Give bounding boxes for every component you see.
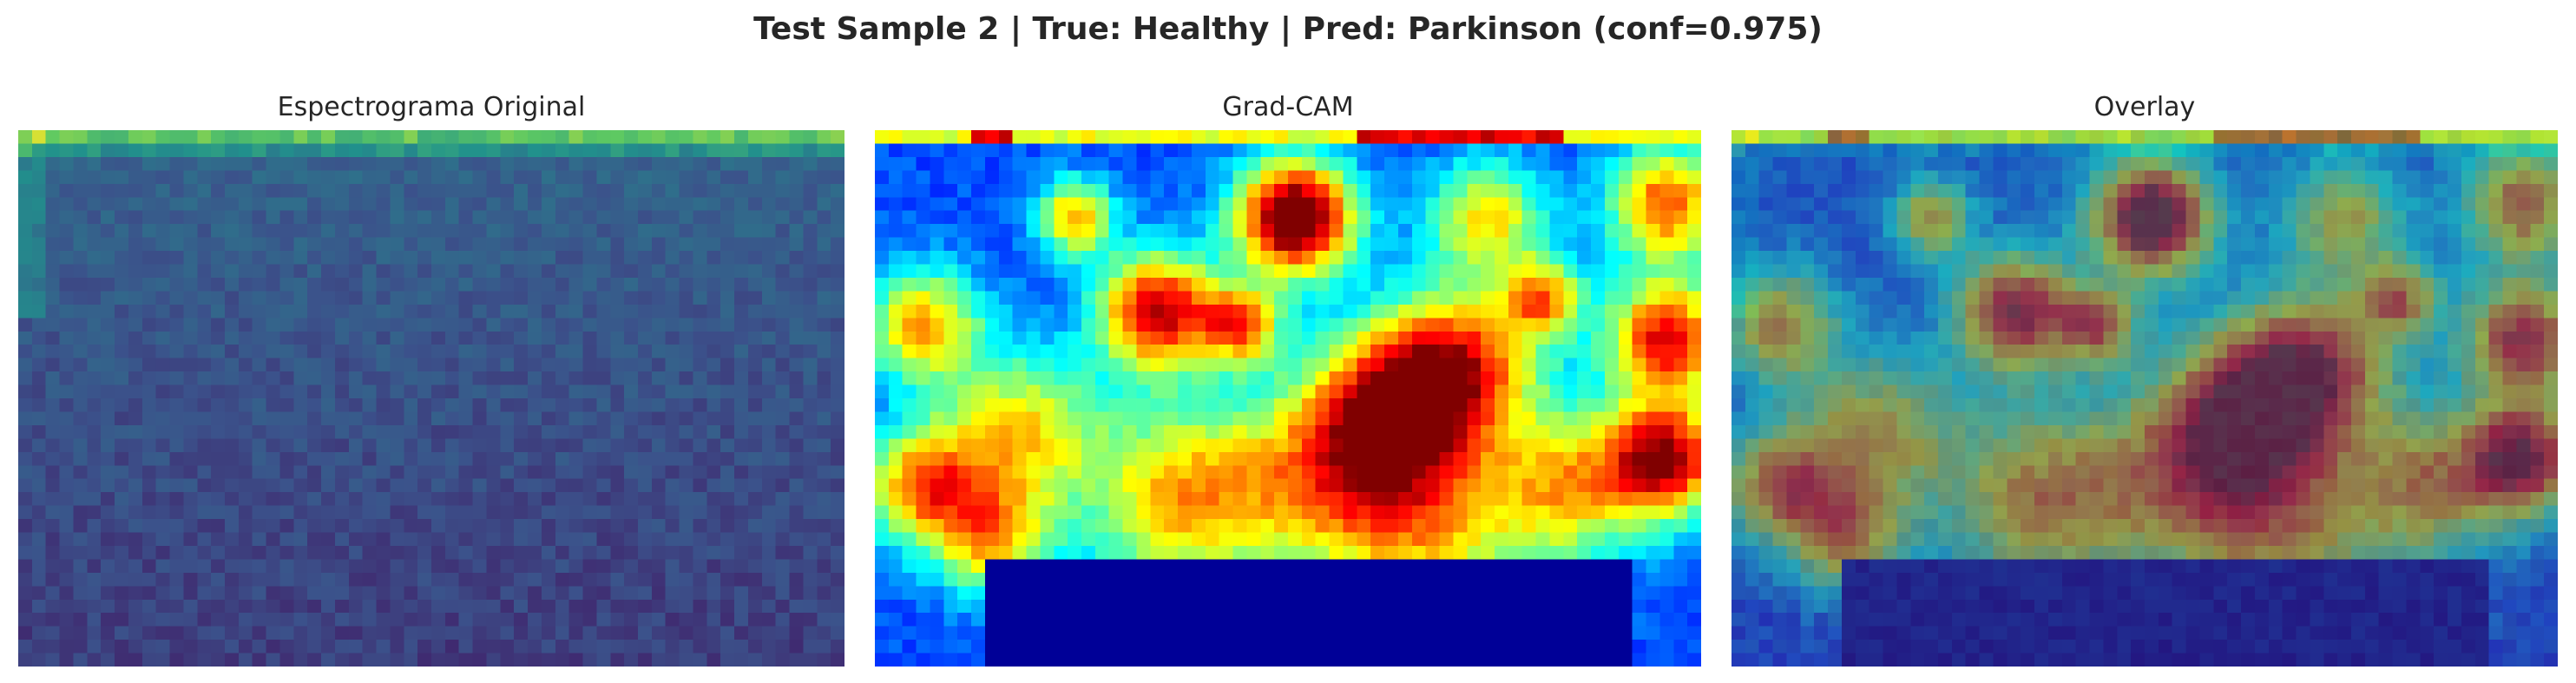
spectrogram-image: [18, 130, 844, 667]
spectrogram-heatmap: [18, 130, 844, 667]
overlay-heatmap: [1732, 130, 2558, 667]
gradcam-image: [875, 130, 1701, 667]
panel-title-overlay: Overlay: [2093, 92, 2196, 122]
overlay-image: [1732, 130, 2558, 667]
figure-title: Test Sample 2 | True: Healthy | Pred: Pa…: [753, 11, 1823, 47]
panel-title-spectrogram: Espectrograma Original: [277, 92, 586, 122]
panel-title-gradcam: Grad-CAM: [1222, 92, 1354, 122]
gradcam-heatmap: [875, 130, 1701, 667]
